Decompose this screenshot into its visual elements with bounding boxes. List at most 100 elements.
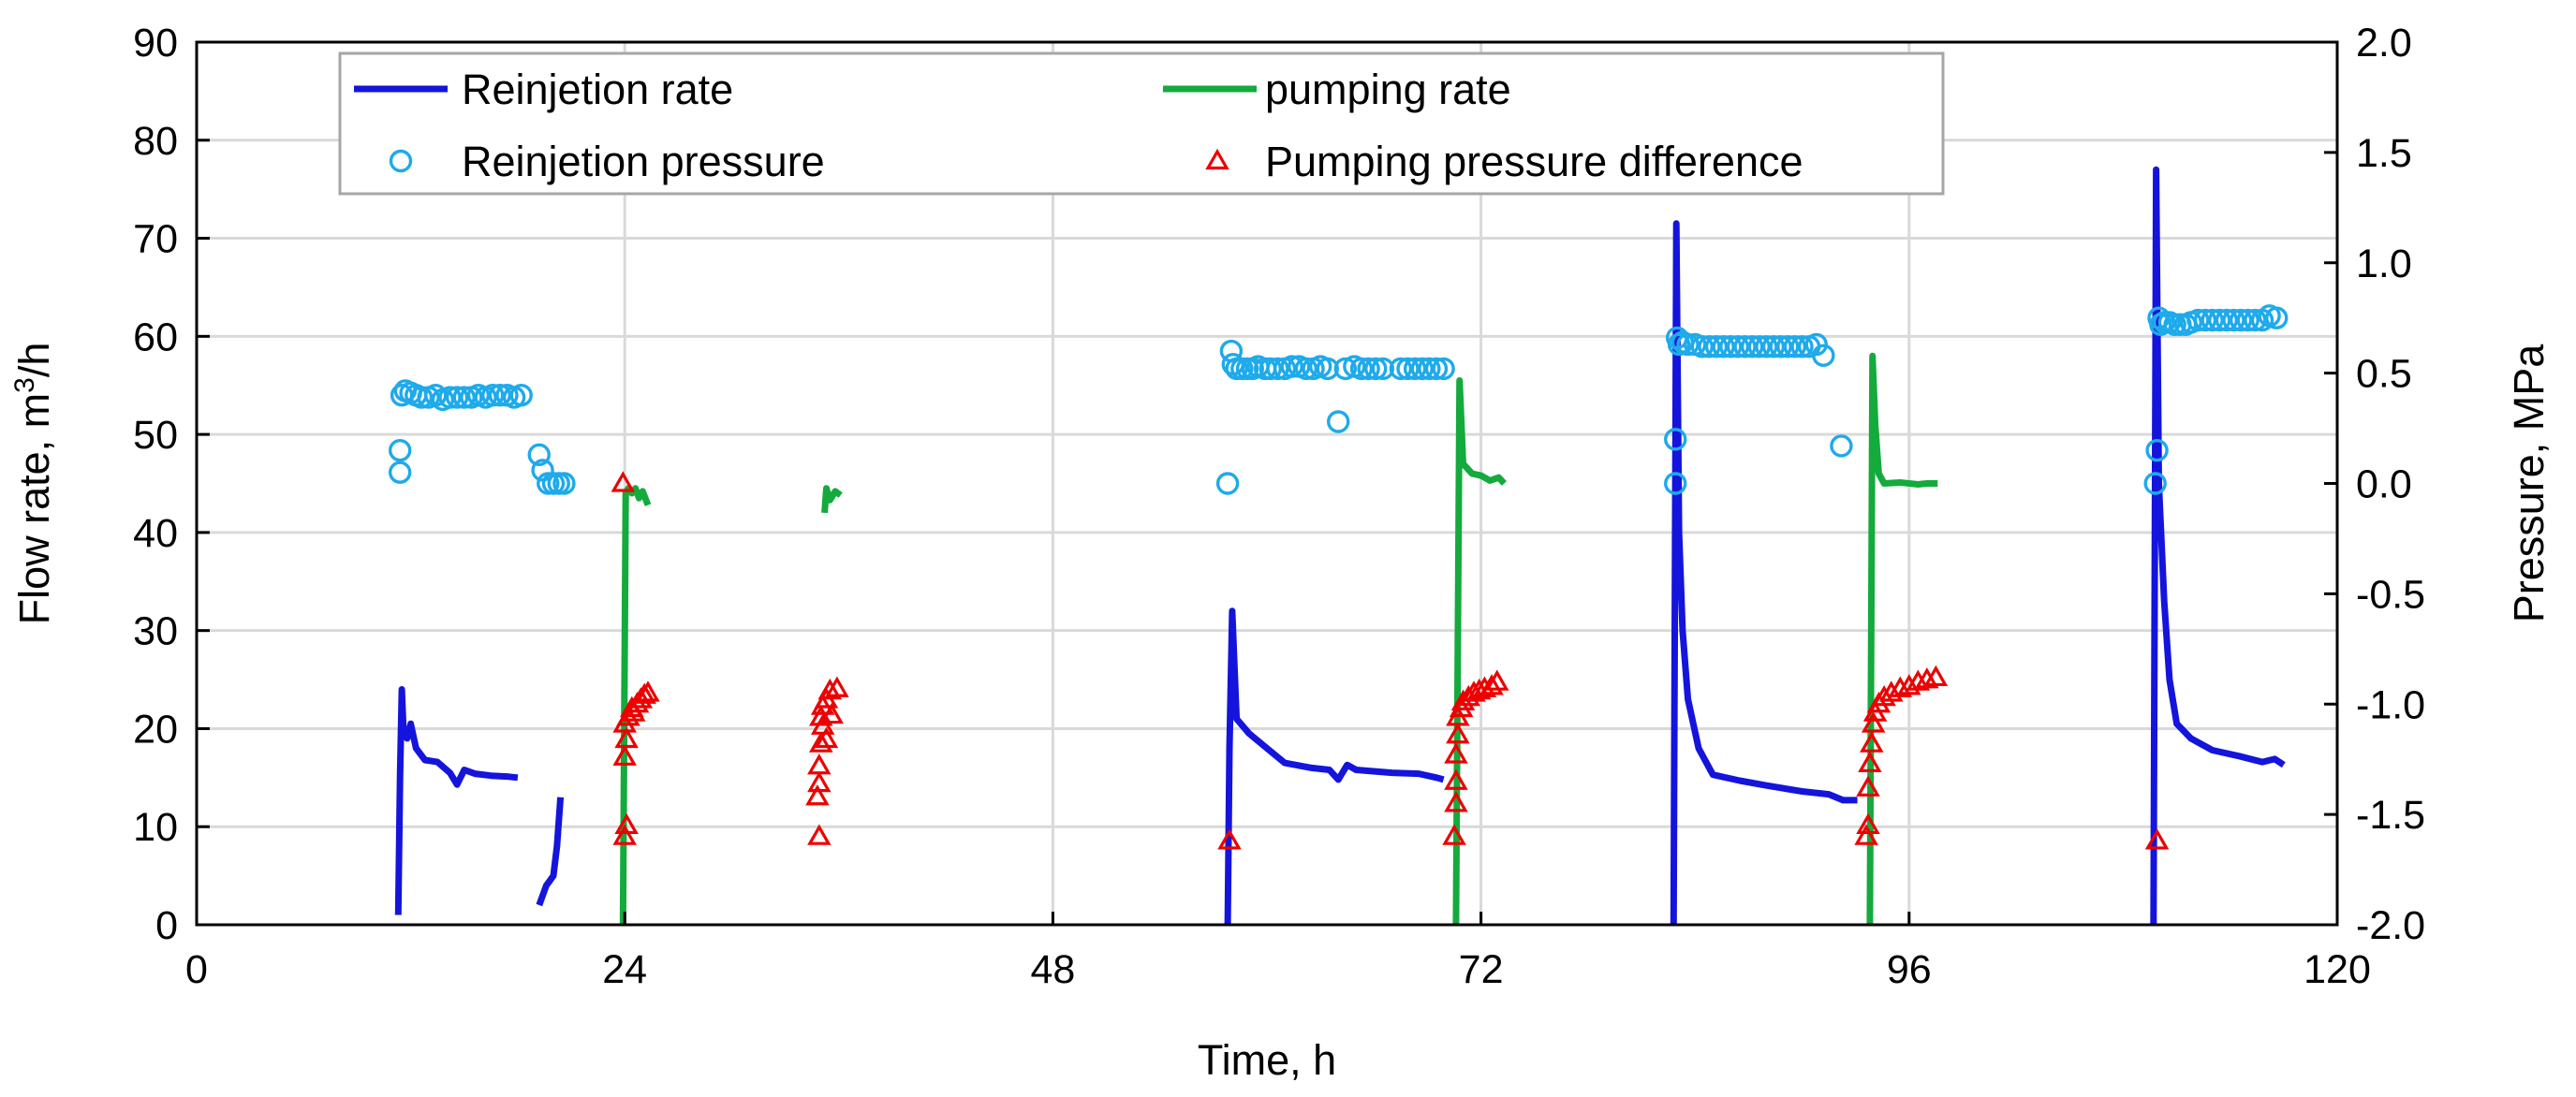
x-axis-title: Time, h — [1198, 1036, 1336, 1084]
y-left-tick-label: 90 — [133, 21, 178, 66]
reinjection-pressure-point — [2208, 308, 2231, 332]
reinjection-pressure-point — [1266, 357, 1289, 381]
y-left-tick-label: 20 — [133, 707, 178, 752]
reinjection-pressure-point — [2265, 306, 2289, 329]
y-axis-left-title-superscript: 3 — [9, 377, 40, 393]
y-right-tick-label: 1.0 — [2356, 241, 2412, 286]
reinjection-pressure-point — [1364, 357, 1388, 381]
legend-item-reinjection-pressure: Reinjetion pressure — [389, 138, 825, 185]
x-tick-label: 120 — [2304, 947, 2371, 992]
reinjection-pressure-point — [552, 472, 576, 495]
pumping-pressure-difference-point — [1444, 791, 1468, 812]
reinjection-pressure-point — [2145, 438, 2169, 462]
reinjection-pressure-point — [1349, 357, 1374, 381]
pumping-pressure-difference-point — [1479, 674, 1504, 695]
legend-label: Reinjetion pressure — [462, 138, 825, 185]
pumping-pressure-difference-point — [807, 770, 832, 793]
reinjection-pressure-point — [1316, 357, 1339, 381]
legend-box — [338, 51, 1945, 196]
legend-label: pumping rate — [1265, 66, 1511, 113]
reinjection-pressure-point — [1432, 357, 1455, 381]
pumping-pressure-difference-point — [1449, 695, 1474, 718]
legend-label: Pumping pressure difference — [1265, 138, 1803, 185]
reinjection-pressure-point — [1410, 357, 1434, 381]
y-right-tick-label: 1.5 — [2356, 131, 2412, 176]
reinjection-pressure-point — [1389, 357, 1413, 381]
reinjection-pressure-point — [1418, 357, 1441, 381]
pumping-pressure-difference-point — [807, 753, 832, 775]
reinjection-pressure-point — [2222, 308, 2245, 332]
reinjection-pressure-point — [1830, 434, 1853, 458]
y-axis-left-title: Flow rate, m3/h — [9, 343, 58, 625]
y-left-tick-label: 30 — [133, 609, 178, 654]
x-tick-label: 96 — [1887, 947, 1932, 992]
reinjection-pressure-point — [1726, 335, 1750, 358]
legend-circle-marker — [389, 149, 413, 173]
y-axis-left-title-main: Flow rate, m — [10, 393, 58, 625]
legend-item-pumping-rate: pumping rate — [1163, 66, 1511, 113]
y-left-tick-label: 80 — [133, 119, 178, 164]
pumping-pressure-difference-point — [1860, 731, 1884, 753]
pumping-pressure-difference-point — [805, 784, 830, 806]
reinjection-rate-line — [536, 797, 565, 907]
y-right-tick-label: -1.0 — [2356, 682, 2425, 727]
reinjection-rate-line — [1224, 607, 1445, 926]
reinjection-pressure-point — [1733, 335, 1757, 358]
reinjection-pressure-point — [1280, 355, 1303, 378]
pumping-rate-line — [821, 485, 843, 514]
reinjection-pressure-point — [1664, 472, 1687, 495]
pumping-pressure-difference-point — [817, 678, 843, 700]
series-reinjection-pressure — [388, 304, 2289, 495]
reinjection-pressure-point — [1783, 335, 1807, 358]
reinjection-pressure-point — [1719, 335, 1743, 358]
reinjection-pressure-point — [1664, 428, 1687, 451]
reinjection-pressure-point — [1776, 335, 1800, 358]
reinjection-pressure-point — [388, 438, 412, 462]
reinjection-pressure-point — [1747, 335, 1771, 358]
pumping-pressure-difference-point — [1856, 775, 1880, 797]
legend-item-reinjection-rate: Reinjetion rate — [354, 66, 733, 113]
pumping-pressure-difference-point — [1484, 669, 1509, 691]
reinjection-pressure-point — [1704, 335, 1729, 358]
reinjection-pressure-point — [445, 386, 469, 409]
pumping-rate-line — [1866, 352, 1938, 926]
reinjection-pressure-point — [1396, 357, 1420, 381]
reinjection-pressure-point — [1755, 335, 1778, 358]
reinjection-rate-line — [2150, 166, 2286, 926]
pumping-pressure-difference-point — [614, 812, 639, 835]
reinjection-pressure-point — [1740, 335, 1764, 358]
pumping-pressure-difference-point — [614, 726, 639, 749]
reinjection-pressure-point — [2186, 308, 2210, 332]
pumping-pressure-difference-point — [814, 726, 839, 749]
pumping-pressure-difference-point — [819, 702, 844, 724]
pumping-pressure-difference-point — [1217, 828, 1242, 850]
y-left-tick-label: 60 — [133, 314, 178, 359]
y-axis-right-title: Pressure, MPa — [2505, 344, 2553, 623]
reinjection-pressure-point — [2201, 308, 2224, 332]
reinjection-pressure-point — [488, 384, 512, 407]
pumping-rate-line — [1452, 377, 1507, 926]
reinjection-pressure-point — [1259, 357, 1283, 381]
reinjection-pressure-point — [1769, 335, 1792, 358]
reinjection-pressure-point — [409, 386, 434, 409]
reinjection-pressure-point — [388, 461, 412, 484]
reinjection-rate-line — [1670, 220, 1858, 926]
legend-item-pumping-pressure-difference: Pumping pressure difference — [1205, 138, 1803, 185]
pumping-pressure-difference-point — [1923, 665, 1949, 687]
x-tick-label: 0 — [185, 947, 208, 992]
pumping-pressure-difference-point — [1444, 768, 1468, 790]
y-left-tick-label: 70 — [133, 217, 178, 262]
y-right-tick-label: 0.0 — [2356, 462, 2412, 507]
reinjection-pressure-point — [1790, 335, 1814, 358]
reinjection-pressure-point — [1424, 357, 1449, 381]
reinjection-pressure-point — [1215, 472, 1240, 495]
x-tick-label: 72 — [1459, 947, 1504, 992]
reinjection-pressure-point — [1698, 335, 1721, 358]
pumping-pressure-difference-point — [1858, 751, 1882, 773]
y-right-tick-label: -0.5 — [2356, 572, 2425, 617]
x-tick-label: 48 — [1030, 947, 1075, 992]
y-left-tick-label: 10 — [133, 805, 178, 850]
reinjection-pressure-point — [2229, 308, 2253, 332]
axes-layer: 0 24 48 72 96 120 0 10 20 30 40 50 60 70 80 90 -2.0 -1.5 -… — [133, 21, 2425, 992]
